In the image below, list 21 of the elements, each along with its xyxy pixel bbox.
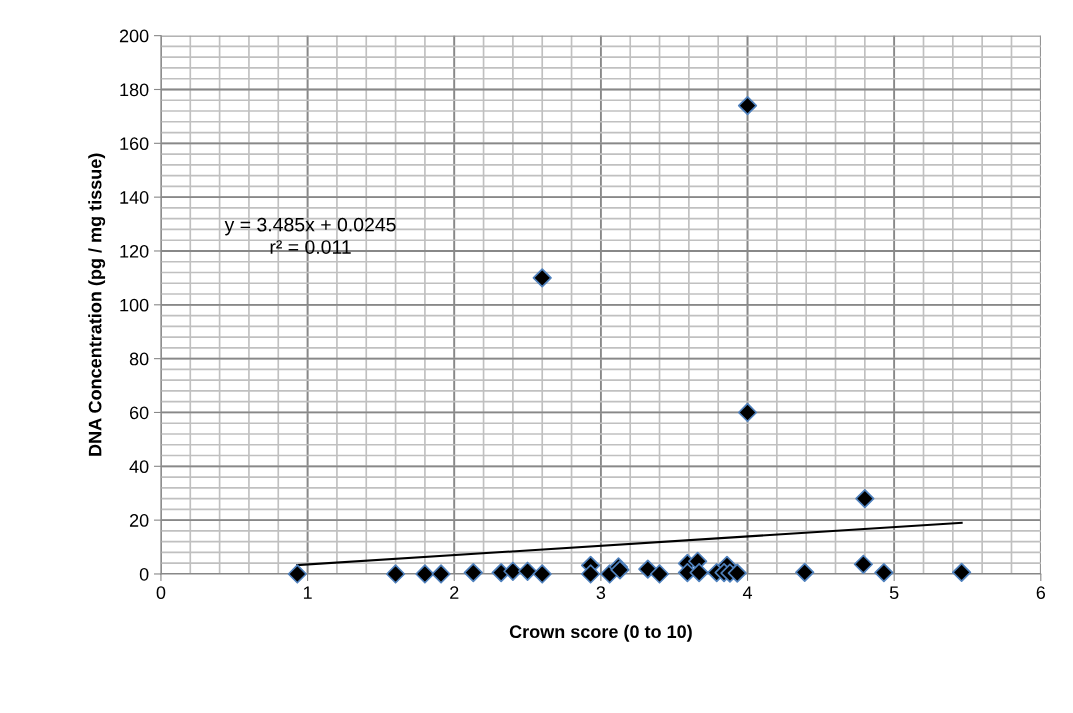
x-axis-title: Crown score (0 to 10) xyxy=(509,624,692,642)
x-tick-label: 6 xyxy=(1036,586,1046,600)
y-tick-label: 160 xyxy=(120,137,149,151)
x-tick-label: 3 xyxy=(596,586,606,600)
y-axis-title: DNA Concentration (pg / mg tissue) xyxy=(88,153,106,456)
x-tick-label: 2 xyxy=(450,586,459,599)
y-tick-label: 100 xyxy=(120,298,149,312)
x-tick-label: 0 xyxy=(156,586,166,600)
x-tick-label: 4 xyxy=(742,586,753,599)
y-tick-label: 200 xyxy=(119,29,149,43)
y-tick-label: 180 xyxy=(120,83,149,97)
y-tick-label: 0 xyxy=(139,567,149,581)
y-tick-label: 40 xyxy=(129,460,149,474)
x-tick-label: 5 xyxy=(889,586,899,600)
x-tick-label: 1 xyxy=(303,586,312,599)
y-tick-label: 60 xyxy=(129,406,149,420)
annotation: y = 3.485x + 0.0245 r² = 0.011 xyxy=(224,217,396,254)
y-tick-label: 120 xyxy=(120,244,149,258)
y-tick-label: 140 xyxy=(120,191,149,204)
y-tick-label: 80 xyxy=(129,352,149,366)
y-tick-label: 20 xyxy=(129,514,149,527)
